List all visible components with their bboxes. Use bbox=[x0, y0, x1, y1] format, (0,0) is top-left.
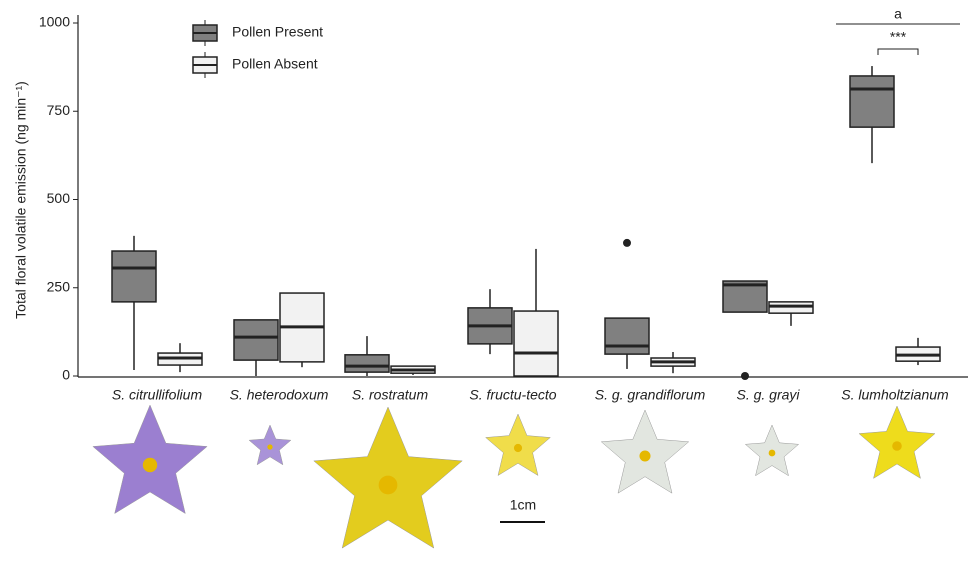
y-tick-label: 750 bbox=[47, 102, 71, 118]
annotation: a bbox=[894, 6, 902, 22]
box bbox=[234, 320, 278, 360]
box bbox=[514, 311, 558, 376]
box bbox=[345, 355, 389, 372]
significance-bracket bbox=[878, 49, 918, 55]
scale-bar-label: 1cm bbox=[510, 497, 536, 513]
flower-center bbox=[514, 444, 522, 452]
y-tick-label: 1000 bbox=[39, 14, 70, 30]
flower-center bbox=[892, 441, 902, 451]
flower-center bbox=[143, 458, 157, 472]
annotation: *** bbox=[890, 29, 907, 45]
outlier bbox=[741, 372, 749, 380]
box bbox=[605, 318, 649, 354]
x-tick-label: S. fructu-tecto bbox=[469, 387, 556, 403]
x-tick-label: S. citrullifolium bbox=[112, 387, 203, 403]
y-axis-label: Total floral volatile emission (ng min⁻¹… bbox=[13, 81, 29, 319]
x-tick-label: S. heterodoxum bbox=[230, 387, 329, 403]
box bbox=[112, 251, 156, 302]
flower-center bbox=[379, 476, 398, 495]
x-tick-label: S. rostratum bbox=[352, 387, 429, 403]
y-tick-label: 0 bbox=[62, 367, 70, 383]
legend-label: Pollen Absent bbox=[232, 56, 318, 72]
y-tick-label: 500 bbox=[47, 190, 71, 206]
y-tick-label: 250 bbox=[47, 278, 71, 294]
x-tick-label: S. g. grandiflorum bbox=[595, 387, 706, 403]
flower-images bbox=[93, 405, 935, 548]
chart: Total floral volatile emission (ng min⁻¹… bbox=[0, 0, 973, 564]
x-tick-label: S. g. grayi bbox=[736, 387, 800, 403]
flower-center bbox=[267, 444, 272, 449]
x-tick-label: S. lumholtzianum bbox=[841, 387, 949, 403]
flower-center bbox=[639, 450, 650, 461]
legend-label: Pollen Present bbox=[232, 24, 323, 40]
box bbox=[850, 76, 894, 127]
flower-center bbox=[769, 450, 776, 457]
outlier bbox=[623, 239, 631, 247]
